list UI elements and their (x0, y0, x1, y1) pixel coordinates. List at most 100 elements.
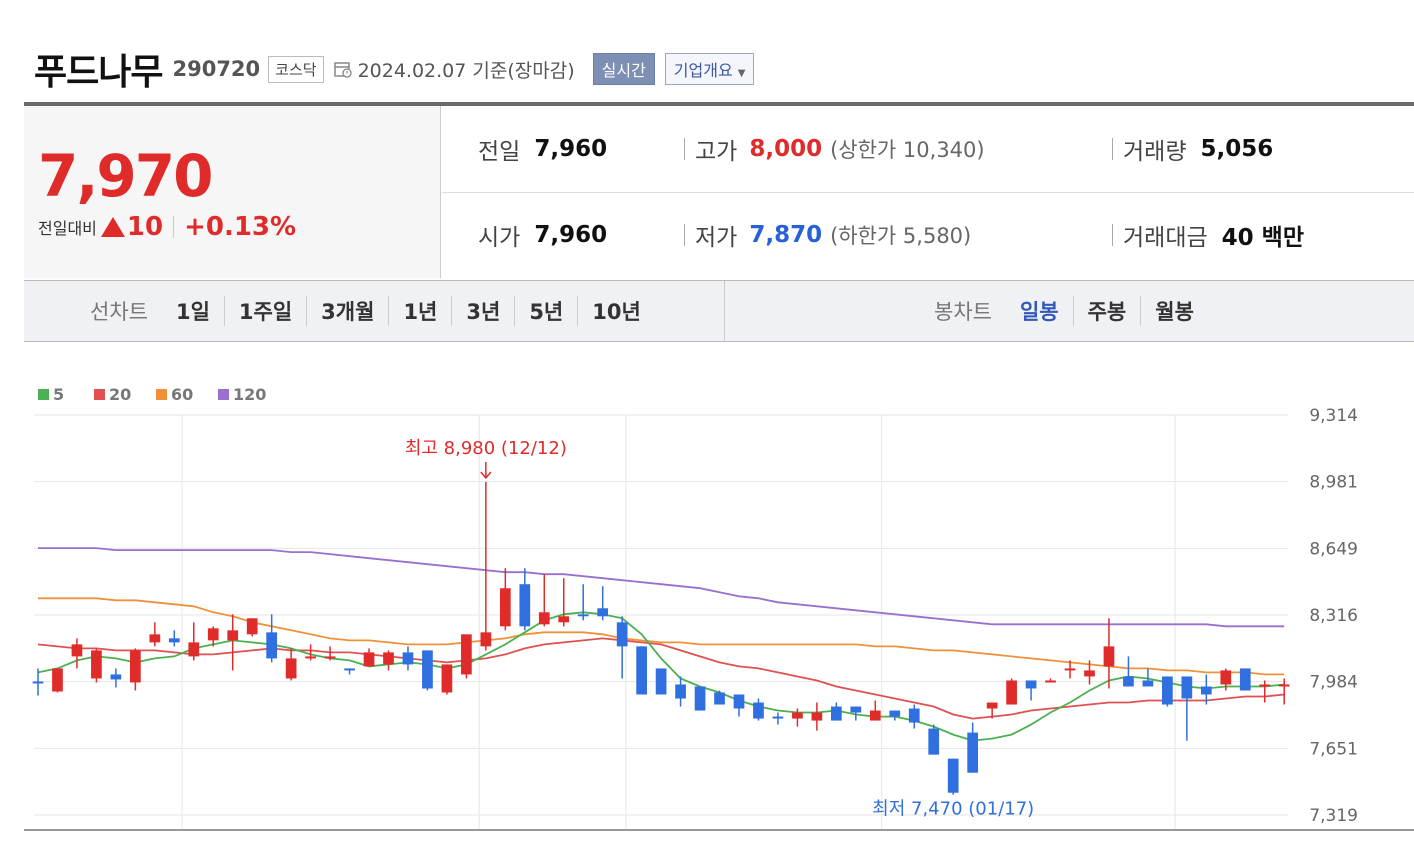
legend-swatch (38, 389, 49, 400)
upper-limit: (상한가 10,340) (830, 138, 985, 162)
down-arrow-icon (480, 461, 492, 480)
prev-close: 전일 7,960 (478, 106, 607, 192)
candle-body (110, 674, 122, 680)
candle-body (402, 652, 414, 665)
tab-line-4[interactable]: 3년 (451, 296, 514, 326)
tab-candle-1[interactable]: 주봉 (1072, 296, 1141, 326)
y-tick-label: 7,984 (1309, 673, 1358, 693)
candle-body (772, 716, 784, 719)
price-box: 7,970 전일대비 10 +0.13% (24, 106, 441, 278)
candle-body (558, 616, 570, 623)
candle-body (1064, 668, 1076, 671)
candle-body (305, 656, 316, 659)
candle-body (577, 614, 589, 617)
candle-body (480, 632, 492, 647)
candle-body (1025, 680, 1037, 689)
tab-line-5[interactable]: 5년 (514, 296, 577, 326)
candle-body (986, 702, 998, 709)
candle-body (714, 692, 725, 705)
candle-body (1239, 668, 1251, 691)
candle-body (694, 686, 706, 711)
candle-body (733, 694, 745, 709)
candle-body (928, 728, 940, 755)
stats-row: 전일 7,960 고가 8,000 (상한가 10,340) 거래량 5,056 (442, 106, 1414, 193)
company-overview-button[interactable]: 기업개요 ▼ (664, 53, 755, 85)
candle-body (344, 668, 355, 671)
line-chart-label: 선차트 (90, 300, 148, 324)
high-price: 고가 8,000 (상한가 10,340) (684, 106, 985, 192)
candle-body (811, 712, 823, 721)
separator (173, 216, 175, 238)
low-price: 저가 7,870 (하한가 5,580) (684, 192, 971, 278)
candle-body (1084, 670, 1095, 677)
separator (684, 224, 685, 246)
company-overview-label: 기업개요 (673, 61, 733, 80)
tab-candle-0[interactable]: 일봉 (1019, 300, 1059, 324)
candle-chart-label: 봉차트 (934, 300, 992, 324)
change-percent: +0.13% (184, 212, 297, 242)
candle-body (32, 681, 44, 684)
tab-line-1[interactable]: 1주일 (223, 296, 306, 326)
candle-body (441, 664, 453, 693)
tab-line-6[interactable]: 10년 (577, 296, 655, 326)
candle-body (149, 634, 161, 643)
tab-line-0[interactable]: 1일 (175, 300, 210, 324)
candle-body (1200, 686, 1212, 695)
up-triangle-icon (100, 217, 125, 237)
stock-code: 290720 (172, 57, 261, 81)
candle-body (1181, 676, 1193, 699)
stats-grid: 전일 7,960 고가 8,000 (상한가 10,340) 거래량 5,056… (442, 106, 1414, 278)
prev-value: 7,960 (534, 136, 608, 162)
stock-name: 푸드나무 (34, 52, 163, 93)
separator (684, 138, 685, 160)
candle-body (850, 706, 862, 713)
chevron-down-icon: ▼ (737, 68, 746, 79)
legend-swatch (94, 389, 105, 400)
candle-body (461, 634, 472, 675)
amount-value: 40 백만 (1221, 225, 1304, 251)
realtime-button[interactable]: 실시간 (592, 53, 655, 85)
candle-body (1162, 676, 1173, 705)
candle-body (168, 638, 180, 643)
separator (1112, 138, 1113, 160)
price-change: 전일대비 10 +0.13% (38, 212, 296, 242)
candle-body (266, 632, 278, 659)
candle-body (285, 658, 297, 679)
base-date: 2024.02.07 기준(장마감) (357, 59, 575, 82)
lower-limit: (하한가 5,580) (830, 224, 972, 248)
ma20-line (37, 637, 1285, 720)
stock-header: 푸드나무 290720 코스닥 2024.02.07 기준(장마감) 실시간 기… (34, 44, 755, 94)
candle-body (130, 650, 141, 683)
candle-body (616, 622, 628, 647)
candle-body (753, 702, 764, 719)
candle-body (636, 646, 647, 695)
candle-body (227, 630, 239, 641)
open-label: 시가 (478, 225, 521, 251)
divider (24, 102, 1414, 106)
legend-label: 20 (109, 385, 131, 404)
calendar-icon (333, 62, 352, 78)
trade-amount: 거래대금 40 백만 (1112, 192, 1304, 278)
tab-line-3[interactable]: 1년 (388, 296, 451, 326)
candle-body (499, 588, 511, 627)
candle-body (1220, 670, 1232, 685)
candle-body (519, 584, 531, 627)
ma120-line (38, 547, 1285, 628)
tab-candle-2[interactable]: 월봉 (1140, 296, 1208, 326)
candle-body (947, 758, 959, 793)
y-tick-label: 8,981 (1309, 473, 1358, 493)
candle-body (324, 656, 336, 659)
stats-row: 시가 7,960 저가 7,870 (하한가 5,580) 거래대금 40 백만 (442, 192, 1414, 278)
candle-body (869, 710, 881, 721)
amount-label: 거래대금 (1123, 225, 1208, 251)
separator (1112, 224, 1113, 246)
legend-swatch (218, 389, 229, 400)
low-value: 7,870 (749, 222, 823, 248)
candle-body (597, 608, 609, 617)
candle-body (889, 710, 901, 717)
candle-body (246, 618, 258, 635)
candle-body (422, 650, 433, 689)
chart-tabs: 선차트 1일 1주일 3개월 1년 3년 5년 10년 봉차트 일봉 주봉 월봉 (24, 280, 1414, 342)
candle-body (1123, 676, 1134, 687)
tab-line-2[interactable]: 3개월 (306, 296, 388, 326)
